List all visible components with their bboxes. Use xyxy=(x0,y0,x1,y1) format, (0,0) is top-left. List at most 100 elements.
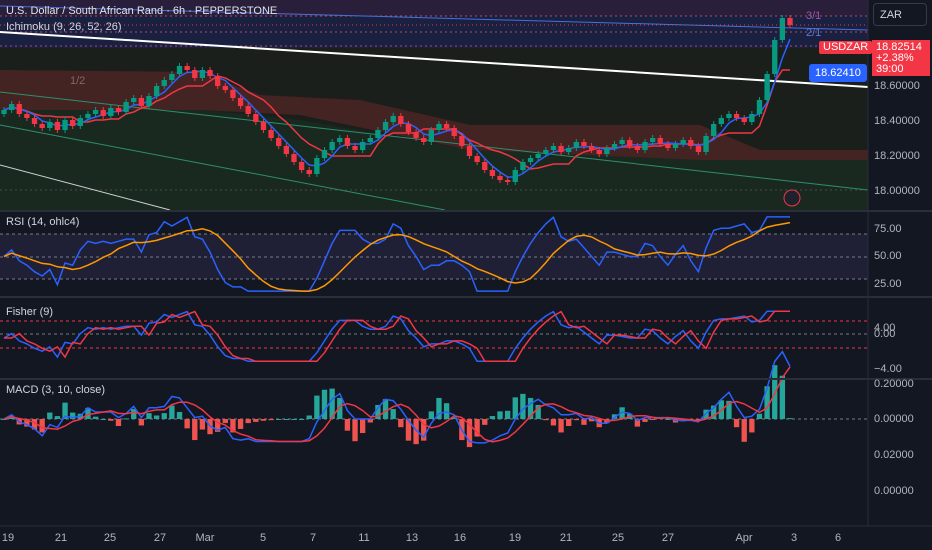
macd-title[interactable]: MACD (3, 10, close) xyxy=(6,384,106,396)
macd-histogram-bar xyxy=(161,413,167,419)
candle-body xyxy=(70,120,76,126)
macd-histogram-bar xyxy=(276,419,282,420)
main-price-pane xyxy=(0,0,869,211)
rsi-ma-line xyxy=(3,221,791,292)
macd-histogram-bar xyxy=(146,413,152,419)
macd-pane xyxy=(0,350,868,525)
rsi-tick: 50.00 xyxy=(874,250,902,262)
candle-body xyxy=(718,118,724,124)
symbol-price-tag: USDZAR xyxy=(819,41,873,54)
macd-histogram-bar xyxy=(711,405,717,419)
fisher-tick: −4.00 xyxy=(874,363,902,375)
macd-histogram-bar xyxy=(176,411,183,419)
macd-histogram-bar xyxy=(108,419,114,421)
date-tick: 27 xyxy=(661,532,675,544)
candle-body xyxy=(451,128,457,136)
candle-body xyxy=(39,124,45,128)
candle-body xyxy=(115,108,122,112)
macd-histogram-bar xyxy=(504,410,511,419)
macd-histogram-bar xyxy=(199,419,206,430)
fisher-pane xyxy=(0,298,868,378)
candle-body xyxy=(581,142,587,146)
macd-histogram-bar xyxy=(588,419,595,422)
candle-body xyxy=(611,144,618,148)
candle-body xyxy=(550,146,557,150)
rsi-pane xyxy=(0,212,868,296)
macd-tick: 0.00000 xyxy=(874,485,914,497)
candle-body xyxy=(703,136,709,152)
candle-body xyxy=(436,124,442,130)
candle-body xyxy=(108,108,114,116)
candle-body xyxy=(779,18,786,40)
fib-label-2-1: 2/1 xyxy=(806,27,822,39)
candle-body xyxy=(588,146,595,150)
macd-histogram-bar xyxy=(573,419,580,421)
candle-body xyxy=(398,116,404,124)
macd-histogram-bar xyxy=(466,419,473,448)
macd-signal-line xyxy=(3,366,791,443)
fisher-title[interactable]: Fisher (9) xyxy=(6,306,54,318)
rsi-line xyxy=(3,216,790,292)
candle-body xyxy=(772,40,778,74)
macd-histogram-bar xyxy=(260,419,267,421)
date-tick: 16 xyxy=(453,532,467,544)
macd-histogram-bar xyxy=(451,417,457,419)
currency-selector[interactable]: ZAR xyxy=(873,3,927,26)
macd-histogram-bar xyxy=(497,411,503,419)
candle-body xyxy=(85,114,91,118)
macd-histogram-bar xyxy=(359,419,366,434)
candle-body xyxy=(291,154,297,162)
macd-histogram-bar xyxy=(619,407,625,419)
date-tick: Apr xyxy=(735,532,753,544)
macd-histogram-bar xyxy=(131,409,137,419)
macd-histogram-bar xyxy=(70,412,76,419)
symbol-title[interactable]: U.S. Dollar / South African Rand · 6h · … xyxy=(6,5,278,17)
macd-histogram-bar xyxy=(665,419,671,420)
candle-body xyxy=(634,146,641,150)
candle-body xyxy=(421,138,427,142)
macd-tick: 0.20000 xyxy=(874,378,914,390)
date-tick: 25 xyxy=(103,532,117,544)
candle-body xyxy=(237,98,244,106)
macd-histogram-bar xyxy=(558,419,564,433)
candle-body xyxy=(359,142,366,150)
candle-body xyxy=(756,100,763,114)
macd-histogram-bar xyxy=(138,419,145,426)
macd-histogram-bar xyxy=(230,419,236,433)
macd-histogram-bar xyxy=(649,419,656,420)
macd-histogram-bar xyxy=(398,419,404,428)
date-tick: 13 xyxy=(405,532,419,544)
macd-histogram-bar xyxy=(39,419,45,433)
macd-histogram-bar xyxy=(298,419,305,420)
candle-body xyxy=(62,120,68,130)
rsi-title[interactable]: RSI (14, ohlc4) xyxy=(6,216,80,228)
candle-body xyxy=(169,74,175,80)
date-tick: 11 xyxy=(358,532,370,544)
candle-body xyxy=(390,116,396,122)
candle-body xyxy=(375,130,381,138)
macd-histogram-bar xyxy=(344,419,351,431)
candle-body xyxy=(153,86,160,96)
candle-body xyxy=(222,86,228,90)
candle-body xyxy=(711,124,717,136)
price-change: +2.38% xyxy=(876,52,914,64)
ichimoku-title[interactable]: Ichimoku (9, 26, 52, 26) xyxy=(6,21,122,33)
fisher-tick: 0.00 xyxy=(874,328,896,340)
candle-body xyxy=(138,98,145,106)
macd-histogram-bar xyxy=(695,419,702,421)
macd-histogram-bar xyxy=(268,419,274,421)
macd-histogram-bar xyxy=(405,419,412,441)
candle-body xyxy=(214,76,221,86)
candle-body xyxy=(123,102,129,112)
macd-histogram-bar xyxy=(741,419,747,442)
rsi-tick: 25.00 xyxy=(874,278,902,290)
macd-histogram-bar xyxy=(47,412,53,419)
candle-body xyxy=(230,90,236,98)
candle-body xyxy=(329,142,335,150)
candle-body xyxy=(283,146,290,154)
candle-body xyxy=(337,138,343,142)
kijun-line xyxy=(3,69,790,170)
trendline-price-tag[interactable]: 18.62410 xyxy=(809,64,867,82)
macd-histogram-bar xyxy=(291,419,297,420)
